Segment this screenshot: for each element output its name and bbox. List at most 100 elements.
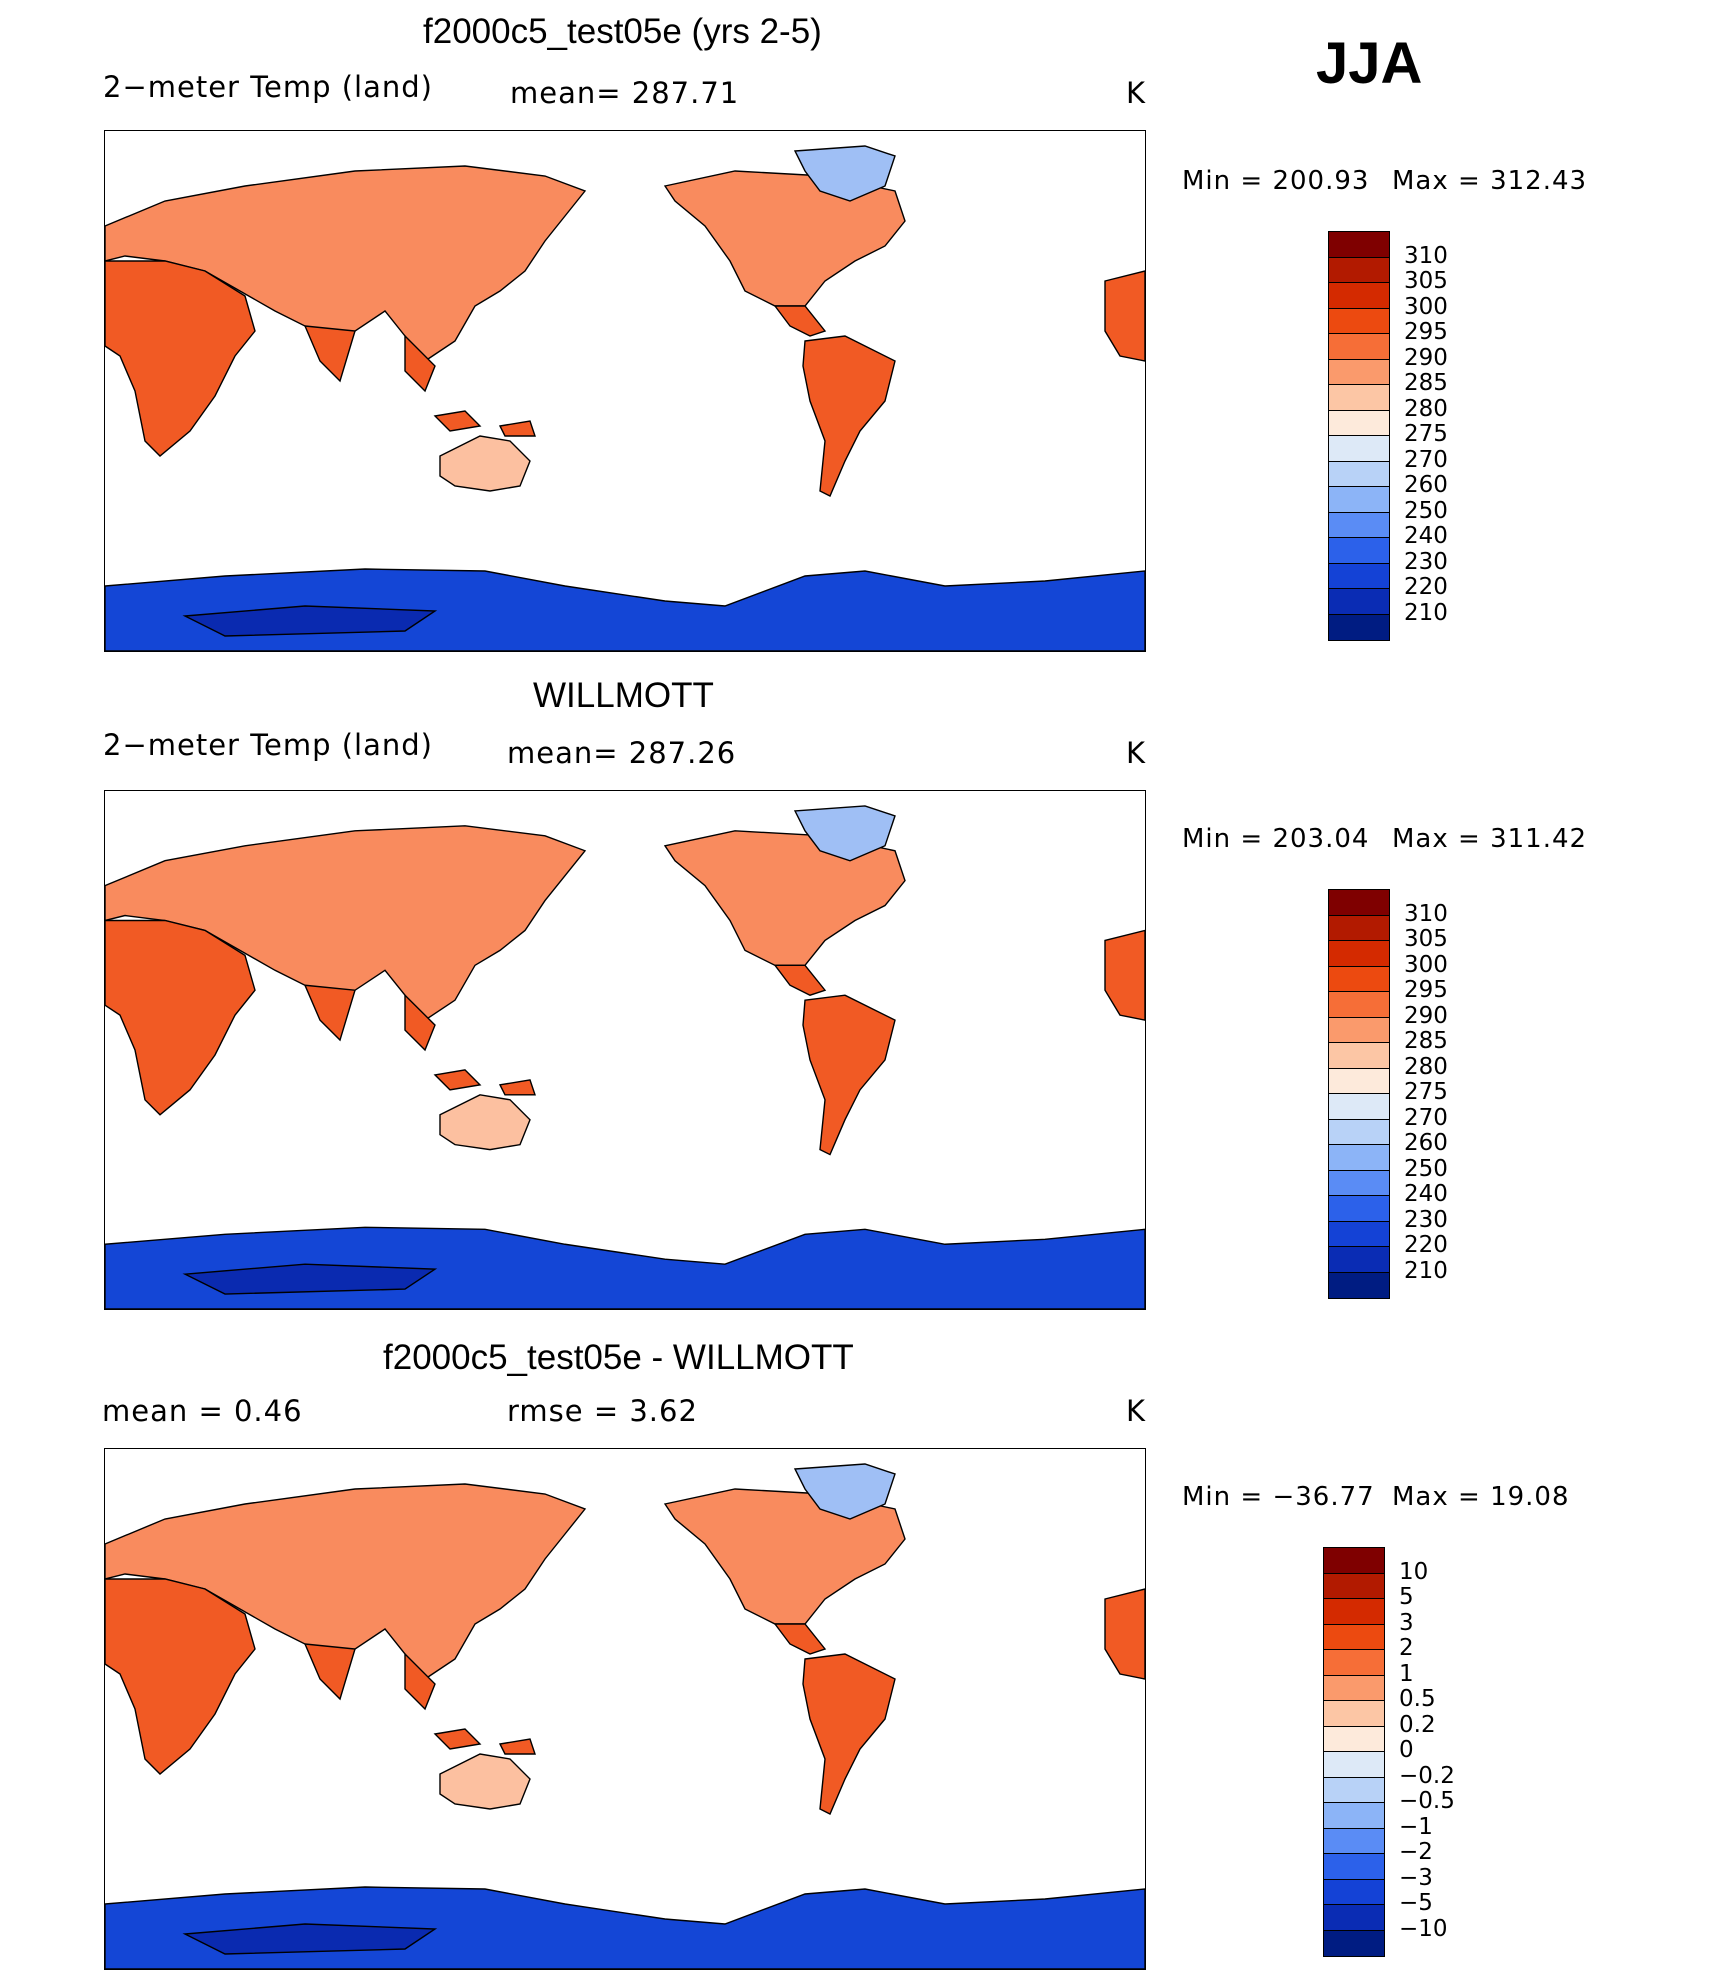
map-panel-obs <box>104 790 1146 1310</box>
panel-left-label-model: 2−meter Temp (land) <box>103 70 433 104</box>
colorbar-segment <box>1324 1548 1384 1574</box>
panel-mean-label-obs: mean= 287.26 <box>507 736 737 770</box>
colorbar-segment <box>1329 890 1389 916</box>
colorbar-diff <box>1323 1547 1385 1957</box>
colorbar-segment <box>1329 1043 1389 1069</box>
colorbar-segment <box>1329 257 1389 283</box>
colorbar-segment <box>1324 1573 1384 1599</box>
land-shape <box>793 805 896 862</box>
colorbar-tick-label: 220 <box>1404 1232 1448 1258</box>
land-shape <box>793 1463 896 1520</box>
colorbar-segment <box>1329 487 1389 513</box>
panel-title-diff: f2000c5_test05e - WILLMOTT <box>383 1338 854 1377</box>
panel-units-obs: K <box>1126 736 1147 770</box>
colorbar-segment <box>1329 283 1389 309</box>
colorbar-segment <box>1324 1879 1384 1905</box>
colorbar-segment <box>1324 1624 1384 1650</box>
colorbar-tick-label: 295 <box>1404 319 1448 345</box>
colorbar-segment <box>1329 941 1389 967</box>
colorbar-segment <box>1329 1170 1389 1196</box>
colorbar-segment <box>1329 1272 1389 1298</box>
colorbar-obs <box>1328 889 1390 1299</box>
colorbar-segment <box>1324 1803 1384 1829</box>
colorbar-segment <box>1324 1905 1384 1931</box>
land-shape <box>1104 929 1145 1021</box>
colorbar-tick-label: 310 <box>1404 242 1448 269</box>
colorbar-tick-label: 285 <box>1404 1028 1448 1054</box>
colorbar-segment <box>1329 410 1389 436</box>
colorbar-tick-label: 2 <box>1399 1635 1414 1661</box>
colorbar-tick-label: 10 <box>1399 1558 1429 1585</box>
land-shape <box>303 325 356 383</box>
land-shape <box>773 1623 827 1655</box>
colorbar-segment <box>1329 308 1389 334</box>
colorbar-segment <box>1329 1145 1389 1171</box>
colorbar-segment <box>1329 589 1389 615</box>
colorbar-tick-label: 210 <box>1404 599 1448 626</box>
land-shape <box>303 1643 356 1701</box>
colorbar-tick-label: 305 <box>1404 268 1448 294</box>
colorbar-segment <box>1329 1068 1389 1094</box>
land-shape <box>802 335 896 497</box>
colorbar-tick-label: 250 <box>1404 497 1448 524</box>
land-shape <box>793 145 896 202</box>
colorbar-tick-label: 290 <box>1404 344 1448 371</box>
land-shape <box>773 305 827 337</box>
land-shape <box>182 1263 438 1295</box>
land-shape <box>773 964 827 996</box>
colorbar-tick-label: 1 <box>1399 1660 1414 1687</box>
colorbar-segment <box>1329 614 1389 640</box>
colorbar-segment <box>1329 1247 1389 1273</box>
colorbar-segment <box>1324 1930 1384 1956</box>
colorbar-segment <box>1324 1650 1384 1676</box>
colorbar-tick-label: 290 <box>1404 1002 1448 1029</box>
colorbar-segment <box>1329 915 1389 941</box>
panel-min-obs: Min = 203.04 <box>1182 824 1370 854</box>
colorbar-segment <box>1329 359 1389 385</box>
colorbar-tick-label: 260 <box>1404 472 1448 498</box>
colorbar-segment <box>1329 538 1389 564</box>
panel-max-obs: Max = 311.42 <box>1392 824 1588 854</box>
colorbar-tick-label: 3 <box>1399 1609 1414 1636</box>
colorbar-tick-label: 210 <box>1404 1257 1448 1284</box>
land-shape <box>433 1728 482 1750</box>
panel-mean-label-model: mean= 287.71 <box>510 76 740 110</box>
panel-title-model: f2000c5_test05e (yrs 2-5) <box>423 12 822 51</box>
colorbar-tick-label: 0.5 <box>1399 1686 1436 1712</box>
colorbar-tick-label: 295 <box>1404 977 1448 1003</box>
colorbar-segment <box>1329 1196 1389 1222</box>
colorbar-segment <box>1324 1828 1384 1854</box>
colorbar-tick-label: −1 <box>1399 1813 1433 1840</box>
panel-units-diff: K <box>1126 1394 1147 1428</box>
colorbar-segment <box>1329 1094 1389 1120</box>
colorbar-tick-label: −3 <box>1399 1864 1433 1891</box>
land-shape <box>439 1094 531 1151</box>
colorbar-tick-label: 305 <box>1404 926 1448 952</box>
colorbar-tick-label: 285 <box>1404 370 1448 396</box>
colorbar-tick-label: −2 <box>1399 1839 1433 1865</box>
colorbar-segment <box>1329 1017 1389 1043</box>
land-shape <box>1104 270 1145 362</box>
land-shape <box>498 1079 536 1096</box>
land-shape <box>404 1652 436 1711</box>
colorbar-tick-label: 280 <box>1404 1053 1448 1080</box>
land-shape <box>802 994 896 1156</box>
colorbar-tick-label: 260 <box>1404 1130 1448 1156</box>
colorbar-segment <box>1329 385 1389 411</box>
land-shape <box>1104 1588 1145 1680</box>
colorbar-segment <box>1324 1701 1384 1727</box>
colorbar-segment <box>1329 334 1389 360</box>
panel-min-diff: Min = −36.77 <box>1182 1482 1375 1512</box>
colorbar-tick-label: 230 <box>1404 548 1448 575</box>
world-map-obs <box>105 805 1145 1309</box>
panel-title-obs: WILLMOTT <box>533 676 714 715</box>
colorbar-tick-label: 5 <box>1399 1584 1414 1610</box>
map-panel-model <box>104 130 1146 652</box>
colorbar-tick-label: 230 <box>1404 1206 1448 1233</box>
colorbar-tick-label: −5 <box>1399 1890 1433 1916</box>
land-shape <box>303 984 356 1042</box>
world-map-model <box>105 145 1145 651</box>
land-shape <box>433 1069 482 1091</box>
colorbar-segment <box>1329 512 1389 538</box>
colorbar-tick-label: 250 <box>1404 1155 1448 1182</box>
